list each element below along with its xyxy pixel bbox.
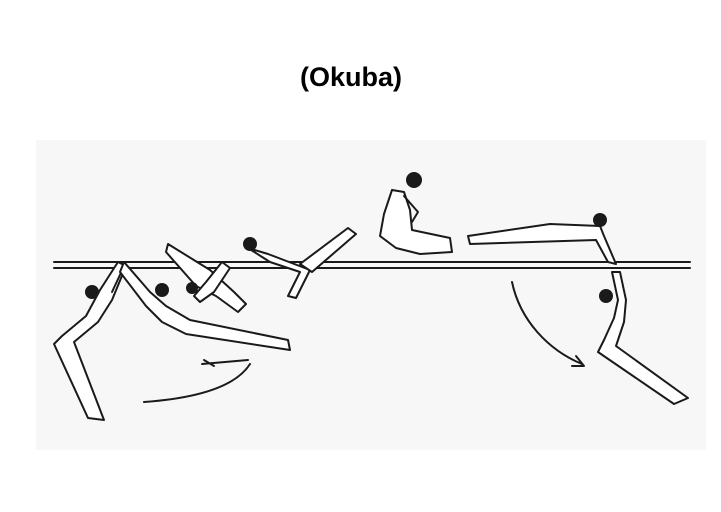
- gymnast-pose-7: [597, 271, 689, 405]
- horizontal-bar: [53, 261, 691, 269]
- gymnast-pose-1: [53, 261, 127, 421]
- gymnast-pose-6: [467, 213, 617, 265]
- gymnast-pose-5: [379, 172, 453, 255]
- gymnast-pose-4: [243, 227, 357, 299]
- swing-arrow-right: [511, 281, 585, 367]
- gymnast-pose-3: [165, 243, 247, 313]
- gymnast-pose-2: [119, 261, 291, 351]
- swing-arrow-left: [143, 359, 251, 403]
- diagram-title: (Okuba): [299, 62, 402, 92]
